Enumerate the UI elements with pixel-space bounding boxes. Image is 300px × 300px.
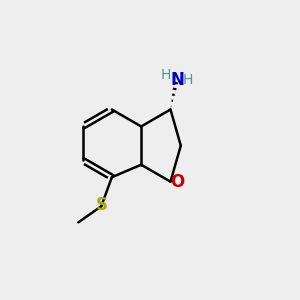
Text: S: S xyxy=(95,196,107,214)
Text: H: H xyxy=(183,73,193,87)
Text: O: O xyxy=(170,173,184,191)
Text: N: N xyxy=(171,71,185,89)
Text: H: H xyxy=(160,68,171,82)
